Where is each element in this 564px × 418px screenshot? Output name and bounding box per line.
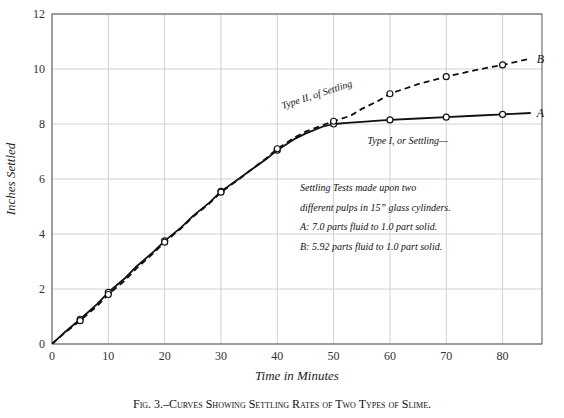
series-label: A [536,106,545,120]
plot-area [52,59,531,344]
y-tick-label: 2 [39,282,45,296]
x-axis-label: Time in Minutes [255,368,339,383]
marker [218,189,224,195]
marker [331,118,337,124]
title: Fig. 3.–Curves Showing Settling Rates of… [133,397,431,411]
annotation: Type I, or Settling— [368,135,448,146]
annotation: A: 7.0 parts fluid to 1.0 part solid. [299,221,437,232]
background [0,0,564,418]
x-tick-label: 70 [440,349,452,363]
marker [162,239,168,245]
y-grid-line [52,234,542,235]
x-tick-label: 40 [271,349,283,363]
x-tick-label: 0 [49,349,55,363]
x-tick-label: 10 [102,349,114,363]
y-grid-line [52,289,542,290]
x-tick-label: 20 [159,349,171,363]
y-axis-label: Inches Settled [3,142,18,216]
marker [443,74,449,80]
marker [77,318,83,324]
marker [387,91,393,97]
marker [500,62,506,68]
marker [443,114,449,120]
y-tick-label: 0 [39,337,45,351]
chart: 0 10 20 30 40 50 60 70 80 0 2 4 6 8 10 12 A B Type I, or S… [0,0,564,418]
x-tick-label: 50 [328,349,340,363]
y-grid-line [52,124,542,125]
annotation: different pulps in 15” glass cylinders. [300,202,451,213]
marker [274,146,280,152]
y-grid-line [52,69,542,70]
x-tick-label: 80 [497,349,509,363]
line [52,59,531,344]
annotation: Type II, of Settling [280,78,353,111]
x-tick-label: 30 [215,349,227,363]
marker [105,292,111,298]
marker [387,117,393,123]
y-tick-label: 4 [39,227,45,241]
annotation: Settling Tests made upon two [300,182,416,193]
x-tick-label: 60 [384,349,396,363]
y-tick-label: 6 [39,172,45,186]
y-tick-label: 8 [39,117,45,131]
y-tick-label: 10 [33,62,45,76]
y-grid-line [52,179,542,180]
grid [52,14,542,344]
series-label: B [537,52,545,66]
y-tick-label: 12 [33,7,45,21]
marker [218,188,224,194]
marker [500,111,506,117]
line [52,113,531,344]
annotation: B: 5.92 parts fluid to 1.0 part solid. [300,241,442,252]
plot-frame [52,14,542,344]
